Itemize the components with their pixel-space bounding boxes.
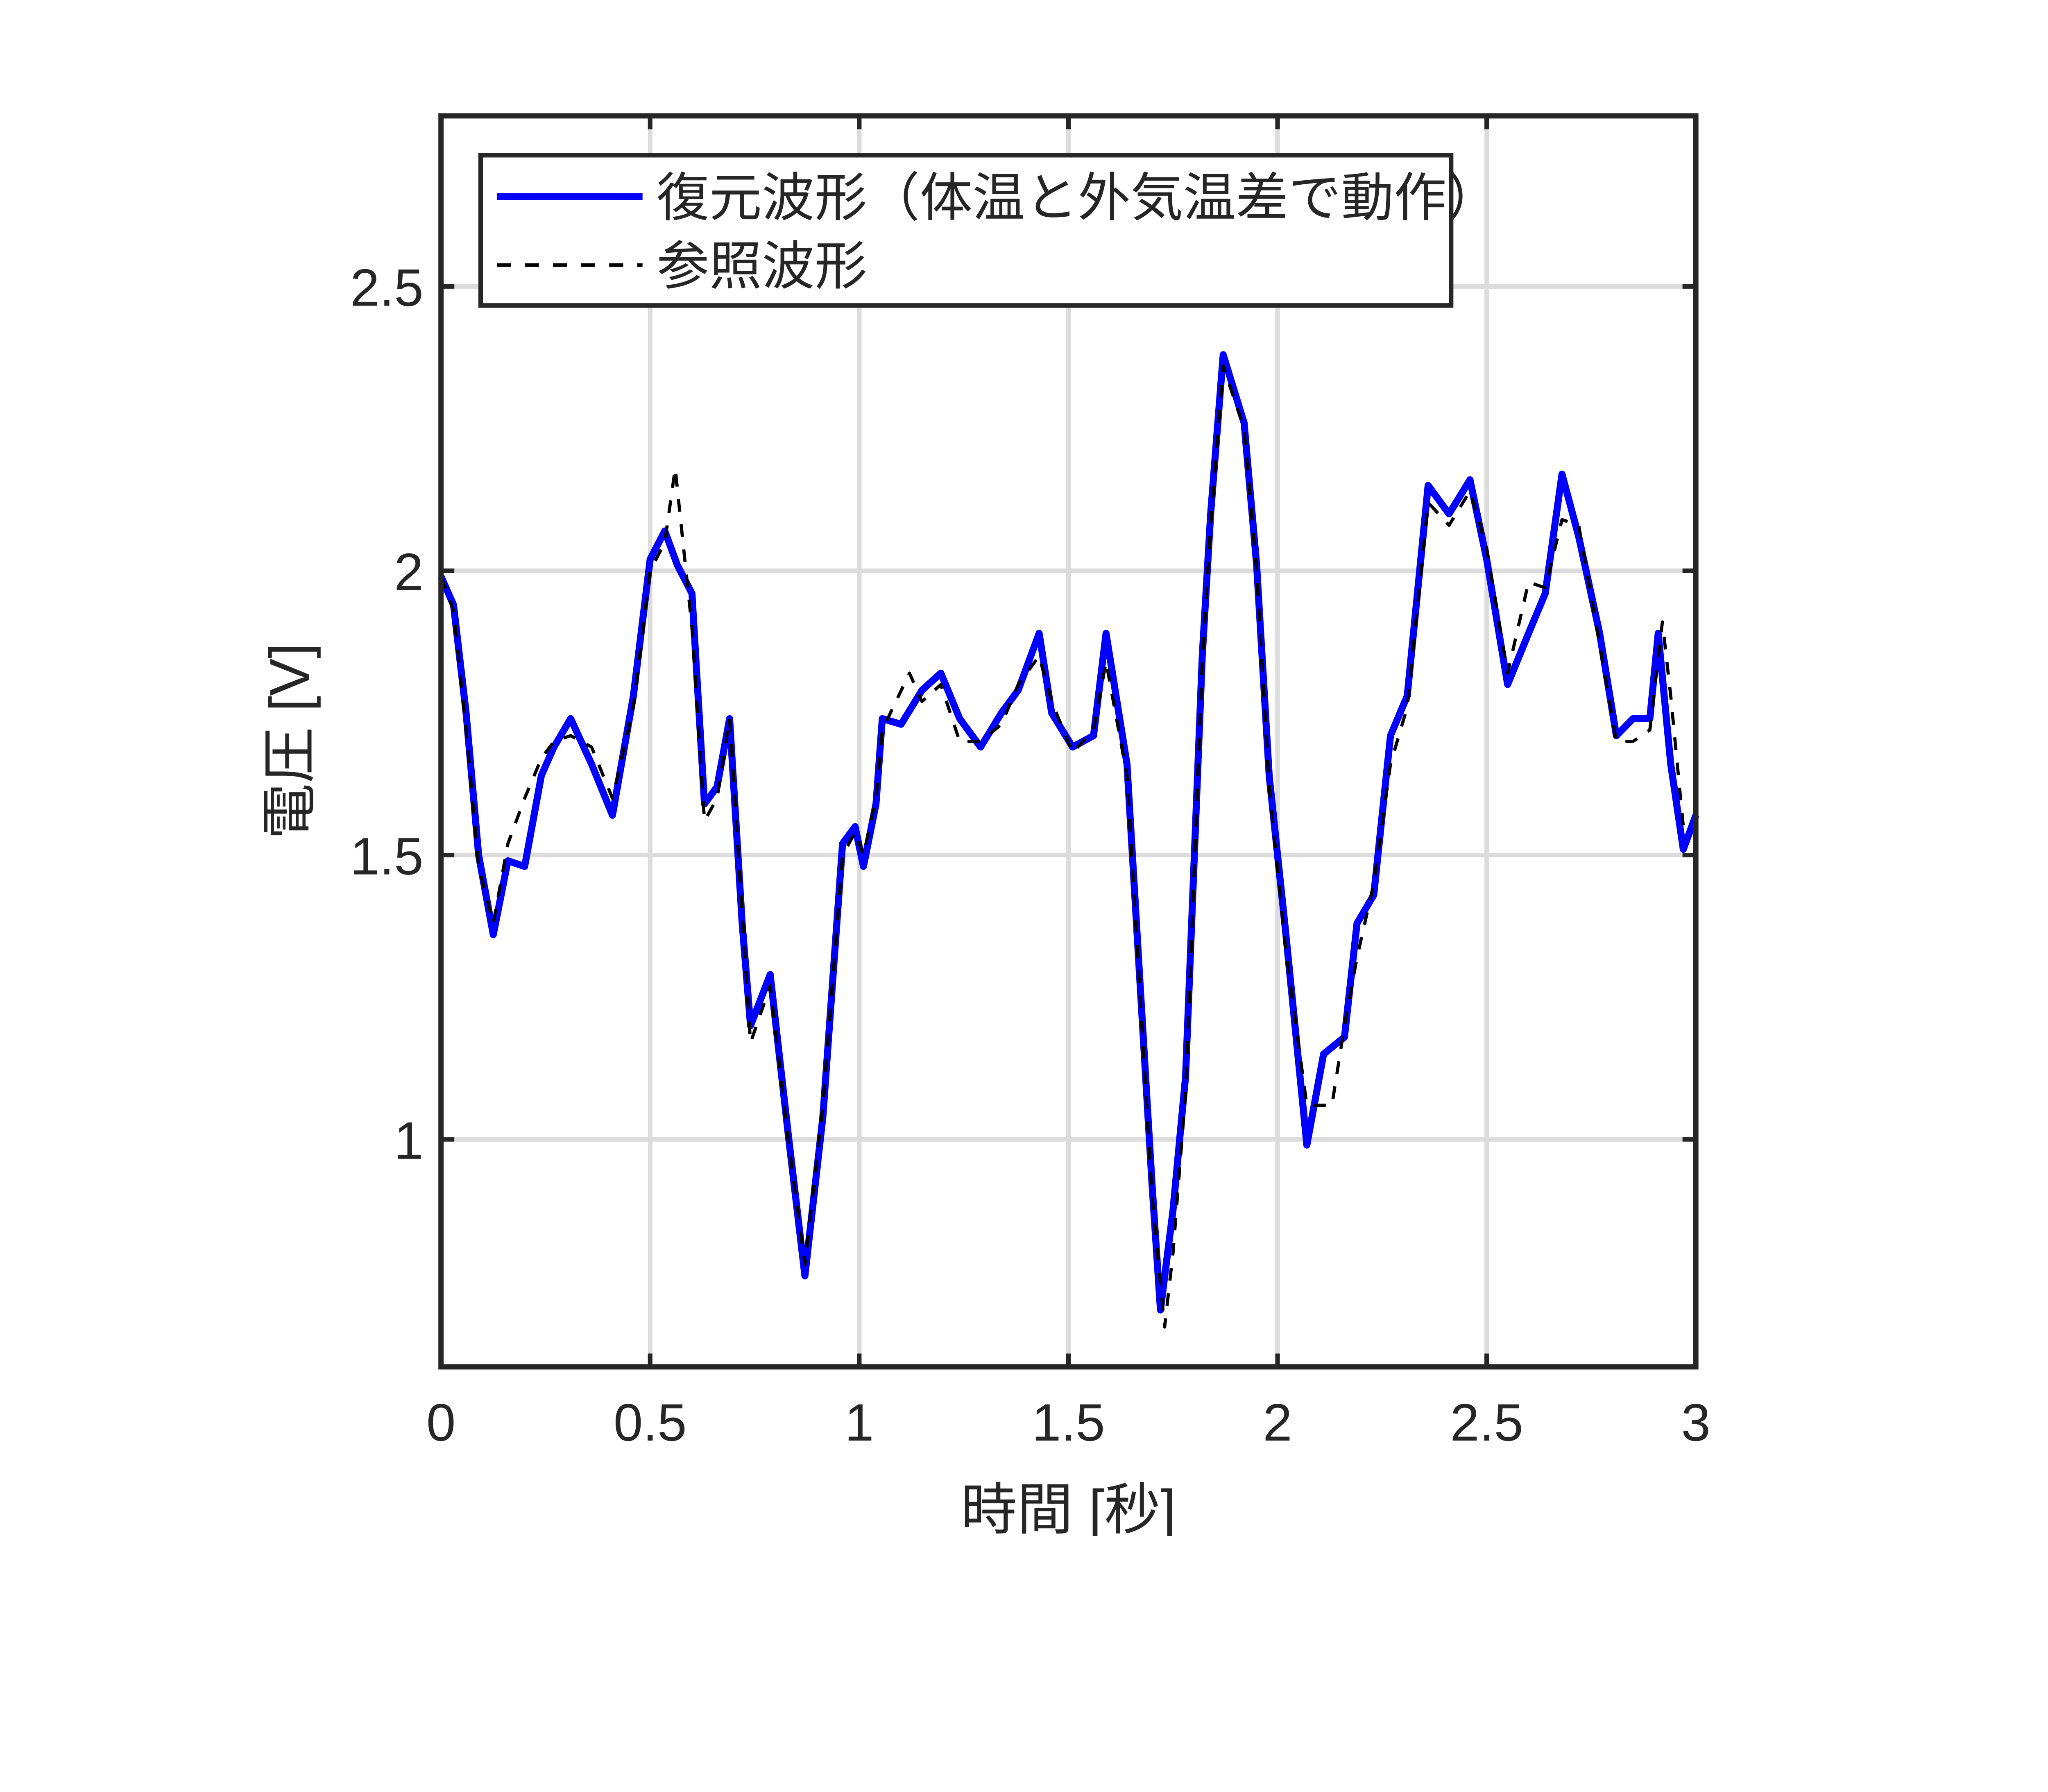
x-tick-label: 2 bbox=[1263, 1393, 1292, 1452]
series-line-recovered bbox=[437, 351, 1699, 1314]
x-tick-label: 0 bbox=[426, 1393, 456, 1452]
y-tick-label: 1 bbox=[394, 1112, 424, 1170]
legend-label-reference: 参照波形 bbox=[657, 237, 867, 296]
y-tick-label: 2.5 bbox=[350, 258, 424, 317]
x-tick-label: 1.5 bbox=[1032, 1393, 1105, 1452]
axes-box bbox=[438, 113, 1699, 1370]
x-tick-label: 1 bbox=[845, 1393, 874, 1452]
legend-label-recovered: 復元波形（体温と外気温差で動作） bbox=[657, 169, 1499, 227]
y-tick-label: 2 bbox=[394, 543, 424, 602]
y-tick-label: 1.5 bbox=[350, 827, 424, 886]
ticks: 0 0.5 1 1.5 2 2.5 3 1 1.5 2 2.5 bbox=[350, 116, 1710, 1452]
x-tick-label: 0.5 bbox=[614, 1393, 687, 1452]
y-axis-label: 電圧 [V] bbox=[258, 643, 321, 839]
legend: 復元波形（体温と外気温差で動作） 参照波形 bbox=[478, 153, 1499, 308]
legend-box bbox=[478, 153, 1454, 308]
series-lines bbox=[437, 351, 1699, 1329]
line-chart: 0 0.5 1 1.5 2 2.5 3 1 1.5 2 2.5 復元波形（体温と外気温差で動作） 参… bbox=[258, 113, 1710, 1536]
x-axis-label: 時間 [秒] bbox=[961, 1479, 1176, 1536]
x-tick-label: 3 bbox=[1681, 1393, 1710, 1452]
x-tick-label: 2.5 bbox=[1450, 1393, 1523, 1452]
